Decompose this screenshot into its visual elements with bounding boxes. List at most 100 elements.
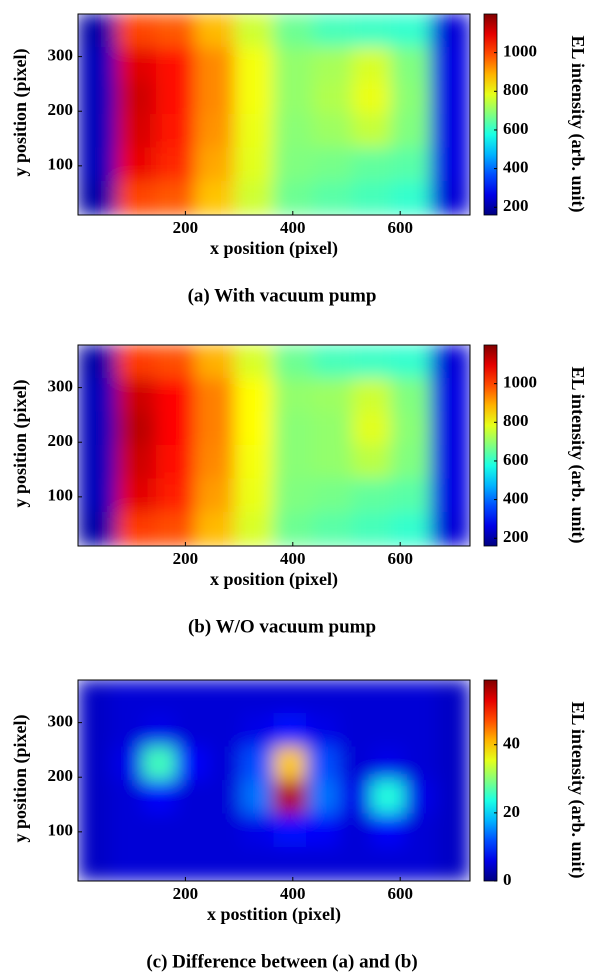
cell: [110, 847, 144, 881]
x-tick-label: 400: [280, 549, 306, 568]
cell: [273, 181, 314, 215]
cell: [430, 411, 470, 446]
cell: [351, 47, 393, 82]
cell: [155, 80, 197, 115]
cell: [338, 847, 373, 881]
cell: [142, 847, 177, 881]
cell: [371, 780, 406, 815]
cell: [312, 14, 353, 48]
cell: [371, 680, 406, 714]
cell: [195, 147, 236, 182]
cell: [195, 47, 236, 82]
cell: [78, 680, 112, 714]
heatmap: [78, 680, 470, 881]
cell: [430, 512, 470, 546]
cell: [116, 14, 157, 48]
cell: [78, 14, 118, 48]
cell: [306, 813, 340, 848]
cell: [195, 114, 236, 149]
plot-frame: [77, 679, 471, 882]
cell: [234, 445, 275, 480]
cell: [312, 378, 353, 413]
cell: [436, 680, 470, 714]
x-axis-label: x position (pixel): [210, 238, 338, 259]
heatmap: [78, 14, 470, 215]
cell: [436, 847, 470, 881]
cell: [312, 114, 353, 149]
cell: [371, 746, 406, 781]
cell: [436, 746, 470, 781]
cell: [110, 680, 144, 714]
cell: [430, 378, 470, 413]
cell: [391, 478, 432, 513]
colorbar-tick-label: 0: [503, 870, 512, 889]
plot-frame: [77, 13, 471, 216]
cell: [338, 746, 373, 781]
colorbar-tick-label: 600: [503, 119, 529, 138]
cell: [273, 512, 314, 546]
cell: [234, 14, 275, 48]
cell: [371, 813, 406, 848]
cell: [391, 80, 432, 115]
cell: [116, 345, 157, 379]
colorbar-tick-label: 600: [503, 450, 529, 469]
cell: [338, 780, 373, 815]
cell: [78, 713, 112, 748]
cell: [155, 478, 197, 513]
cell: [312, 47, 353, 82]
cell: [306, 746, 340, 781]
cell: [116, 147, 157, 182]
cell: [273, 813, 308, 848]
cell: [195, 445, 236, 480]
cell: [78, 147, 118, 182]
cell: [175, 780, 210, 815]
colorbar-tick-label: 400: [503, 158, 529, 177]
cell: [351, 14, 393, 48]
cell: [273, 378, 314, 413]
colorbar-tick-label: 200: [503, 196, 529, 215]
cell: [142, 780, 177, 815]
cell: [116, 47, 157, 82]
cell: [273, 445, 314, 480]
cell: [391, 378, 432, 413]
cell: [208, 680, 242, 714]
cell: [78, 813, 112, 848]
cell: [430, 181, 470, 215]
cell: [155, 512, 197, 546]
cell: [312, 512, 353, 546]
cell: [116, 181, 157, 215]
colorbar: [483, 13, 498, 216]
cell: [195, 181, 236, 215]
cell: [155, 114, 197, 149]
cell: [155, 378, 197, 413]
cell: [78, 478, 118, 513]
cell: [430, 80, 470, 115]
cell: [351, 445, 393, 480]
cell: [351, 181, 393, 215]
y-tick-label: 100: [48, 821, 74, 840]
heatmap: [78, 345, 470, 546]
colorbar-tick-label: 1000: [503, 42, 537, 61]
y-tick-label: 100: [48, 486, 74, 505]
cell: [312, 147, 353, 182]
y-tick-label: 100: [48, 155, 74, 174]
cell: [110, 780, 144, 815]
cell: [78, 114, 118, 149]
cell: [273, 47, 314, 82]
cell: [78, 780, 112, 815]
cell: [234, 411, 275, 446]
cell: [312, 411, 353, 446]
cell: [116, 512, 157, 546]
cell: [234, 80, 275, 115]
cell: [234, 114, 275, 149]
cell: [430, 114, 470, 149]
x-tick-label: 200: [173, 549, 199, 568]
cell: [436, 780, 470, 815]
cell: [116, 114, 157, 149]
cell: [351, 512, 393, 546]
cell: [78, 47, 118, 82]
cell: [430, 445, 470, 480]
cell: [110, 713, 144, 748]
cell: [351, 478, 393, 513]
heatmap-cells: [78, 345, 470, 546]
